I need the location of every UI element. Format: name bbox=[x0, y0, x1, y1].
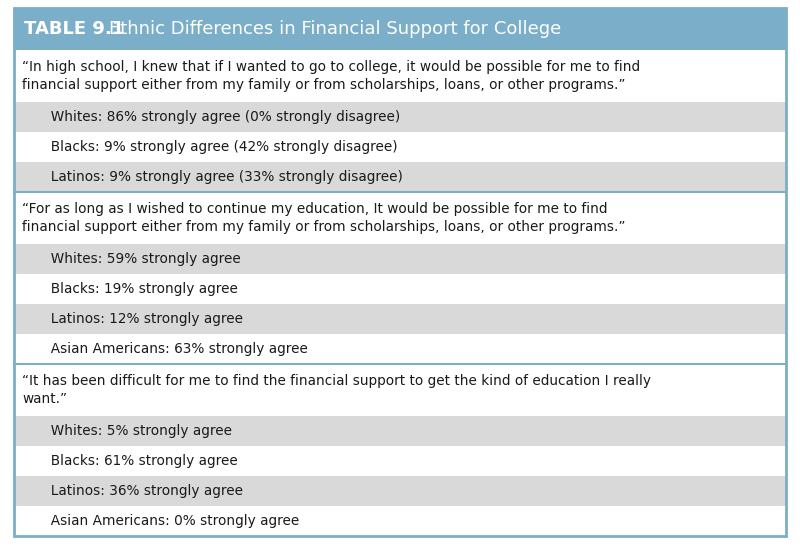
Bar bbox=[0, 536, 800, 560]
Bar bbox=[14, 446, 786, 476]
Text: “In high school, I knew that if I wanted to go to college, it would be possible : “In high school, I knew that if I wanted… bbox=[22, 60, 640, 92]
Bar bbox=[14, 274, 786, 304]
Bar bbox=[14, 162, 786, 192]
Bar bbox=[14, 102, 786, 132]
Bar bbox=[14, 132, 786, 162]
Text: Latinos: 36% strongly agree: Latinos: 36% strongly agree bbox=[42, 484, 243, 498]
Bar bbox=[14, 50, 786, 102]
Bar bbox=[14, 192, 786, 244]
Bar bbox=[14, 304, 786, 334]
Bar bbox=[14, 364, 786, 416]
Text: Blacks: 9% strongly agree (42% strongly disagree): Blacks: 9% strongly agree (42% strongly … bbox=[42, 140, 398, 154]
Text: Asian Americans: 63% strongly agree: Asian Americans: 63% strongly agree bbox=[42, 342, 308, 356]
Text: Latinos: 9% strongly agree (33% strongly disagree): Latinos: 9% strongly agree (33% strongly… bbox=[42, 170, 403, 184]
Text: Blacks: 19% strongly agree: Blacks: 19% strongly agree bbox=[42, 282, 238, 296]
Bar bbox=[14, 244, 786, 274]
Text: Latinos: 12% strongly agree: Latinos: 12% strongly agree bbox=[42, 312, 243, 326]
Text: Asian Americans: 0% strongly agree: Asian Americans: 0% strongly agree bbox=[42, 514, 299, 528]
Text: Blacks: 61% strongly agree: Blacks: 61% strongly agree bbox=[42, 454, 238, 468]
Text: Whites: 5% strongly agree: Whites: 5% strongly agree bbox=[42, 424, 232, 438]
Text: Whites: 86% strongly agree (0% strongly disagree): Whites: 86% strongly agree (0% strongly … bbox=[42, 110, 400, 124]
Bar bbox=[14, 416, 786, 446]
Bar bbox=[14, 334, 786, 364]
Bar bbox=[14, 8, 786, 50]
Text: TABLE 9.1: TABLE 9.1 bbox=[24, 20, 124, 38]
Bar bbox=[14, 476, 786, 506]
Text: “For as long as I wished to continue my education, It would be possible for me t: “For as long as I wished to continue my … bbox=[22, 202, 626, 234]
Text: Ethnic Differences in Financial Support for College: Ethnic Differences in Financial Support … bbox=[109, 20, 562, 38]
Text: Whites: 59% strongly agree: Whites: 59% strongly agree bbox=[42, 252, 241, 266]
Text: “It has been difficult for me to find the financial support to get the kind of e: “It has been difficult for me to find th… bbox=[22, 374, 651, 406]
Bar bbox=[14, 506, 786, 536]
